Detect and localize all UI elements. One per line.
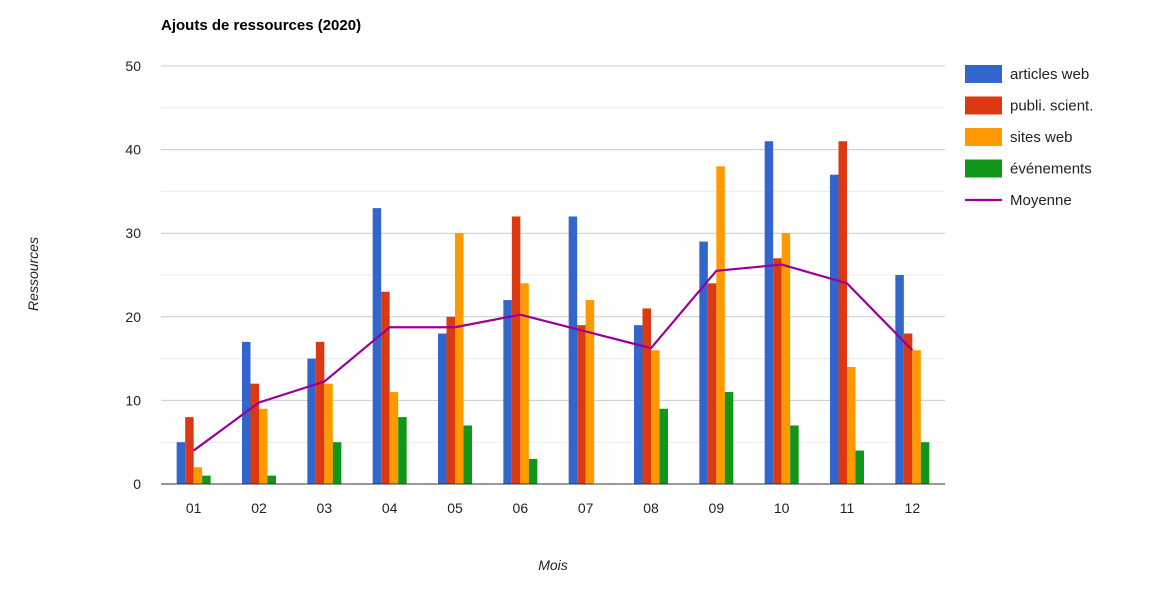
bar <box>503 300 512 484</box>
legend-label: Moyenne <box>1010 192 1072 209</box>
x-tick-label: 11 <box>840 500 855 516</box>
bar <box>830 174 839 484</box>
y-axis-title: Ressources <box>25 237 41 311</box>
bar <box>838 141 847 485</box>
bar <box>903 333 913 484</box>
bar <box>438 333 447 484</box>
bar <box>455 233 464 484</box>
x-tick-label: 05 <box>447 500 463 516</box>
legend-swatch <box>965 65 1002 83</box>
x-tick-label: 04 <box>382 500 398 516</box>
bar <box>651 350 660 484</box>
y-axis-ticks: 0 10 20 30 40 50 <box>125 58 141 492</box>
bar <box>202 475 211 484</box>
x-tick-label: 07 <box>578 500 594 516</box>
bar <box>185 417 194 484</box>
bar <box>716 166 725 484</box>
average-line <box>193 263 914 452</box>
bar <box>520 283 529 484</box>
bar <box>176 442 186 484</box>
bar <box>267 475 276 484</box>
legend-swatch <box>965 159 1002 178</box>
bar <box>372 208 382 484</box>
x-tick-label: 12 <box>905 500 921 516</box>
y-tick-label: 30 <box>125 225 141 241</box>
bar <box>724 392 734 484</box>
legend-label: publi. scient. <box>1010 98 1093 115</box>
series-line-moyenne <box>193 263 914 452</box>
legend: articles web publi. scient. sites web événe… <box>965 65 1093 209</box>
bar <box>315 341 325 484</box>
x-tick-label: 10 <box>774 500 790 516</box>
legend-label: sites web <box>1010 129 1073 146</box>
bar <box>193 467 203 484</box>
bar <box>920 442 930 484</box>
bar <box>389 392 399 484</box>
bar <box>847 366 856 484</box>
x-axis-ticks: 01 02 03 04 05 06 07 08 09 10 11 12 <box>186 500 920 516</box>
bar <box>307 358 316 484</box>
bar <box>659 408 668 484</box>
bar <box>585 300 595 484</box>
bar <box>699 241 708 484</box>
bar <box>446 316 455 484</box>
y-tick-label: 50 <box>125 58 141 74</box>
chart-title: Ajouts de ressources (2020) <box>161 17 362 34</box>
bar <box>324 383 333 484</box>
bar <box>577 325 586 484</box>
bar <box>764 141 774 485</box>
bar <box>895 275 904 484</box>
x-tick-label: 08 <box>643 500 659 516</box>
legend-swatch <box>965 96 1002 115</box>
legend-swatch <box>965 128 1002 146</box>
bar <box>790 425 799 484</box>
x-tick-label: 03 <box>317 500 333 516</box>
bar <box>773 258 782 484</box>
bar <box>568 216 578 485</box>
bar <box>855 450 864 484</box>
legend-label: événements <box>1010 161 1092 178</box>
bar <box>511 216 521 485</box>
bar <box>781 233 791 484</box>
bar <box>250 383 259 484</box>
bar <box>463 425 472 484</box>
gridlines <box>161 65 945 443</box>
bar <box>912 350 921 484</box>
y-tick-label: 40 <box>125 142 141 158</box>
bars <box>176 141 930 485</box>
x-tick-label: 02 <box>251 500 267 516</box>
y-tick-label: 20 <box>125 309 141 325</box>
bar <box>528 458 538 484</box>
x-tick-label: 09 <box>709 500 725 516</box>
bar <box>398 417 407 484</box>
bar <box>634 325 643 484</box>
bar <box>642 308 651 484</box>
x-tick-label: 06 <box>513 500 529 516</box>
legend-label: articles web <box>1010 66 1089 83</box>
bar <box>332 442 342 484</box>
y-tick-label: 10 <box>125 392 141 408</box>
y-tick-label: 0 <box>133 476 141 492</box>
x-axis-title: Mois <box>538 557 568 573</box>
x-tick-label: 01 <box>186 500 202 516</box>
bar <box>381 291 390 484</box>
bar <box>259 408 268 484</box>
bar <box>707 283 717 484</box>
